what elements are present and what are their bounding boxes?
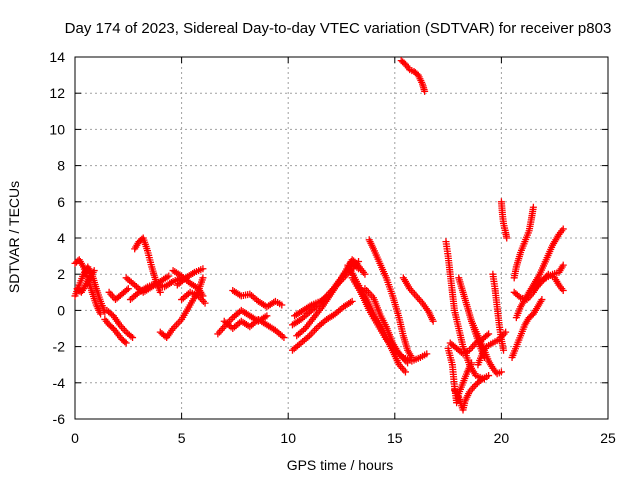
y-tick-labels: -6 -4 -2 0 2 4 6 8 10 12 14 xyxy=(49,49,65,427)
x-tick-label: 0 xyxy=(71,430,79,446)
data-point xyxy=(124,285,132,293)
y-axis-label: SDTVAR / TECUs xyxy=(6,181,22,293)
series-pass-36 xyxy=(508,296,546,361)
data-point xyxy=(529,203,537,211)
y-tick-label: 4 xyxy=(57,230,65,246)
data-point xyxy=(97,310,105,318)
data-point xyxy=(121,338,129,346)
data-point xyxy=(559,225,567,233)
x-tick-label: 15 xyxy=(387,430,403,446)
data-point xyxy=(538,296,546,304)
x-axis-label: GPS time / hours xyxy=(287,457,394,473)
series-pass-37 xyxy=(510,203,537,282)
y-tick-label: 10 xyxy=(49,121,65,137)
data-point xyxy=(515,292,523,300)
series-pass-23 xyxy=(361,285,412,367)
y-tick-label: 2 xyxy=(57,266,65,282)
y-tick-label: -6 xyxy=(53,411,66,427)
series-pass-34 xyxy=(489,270,508,354)
series-pass-40 xyxy=(532,270,567,294)
data-point xyxy=(199,274,207,282)
series-pass-33 xyxy=(474,328,510,369)
y-tick-label: 14 xyxy=(49,49,65,65)
data-point xyxy=(477,377,485,385)
series-pass-29 xyxy=(450,372,493,414)
data-point xyxy=(123,286,131,294)
series-pass-04 xyxy=(101,315,130,347)
series-pass-26 xyxy=(399,274,437,325)
data-point xyxy=(408,353,416,361)
series-pass-24 xyxy=(365,236,416,361)
data-point xyxy=(361,270,369,278)
data-point xyxy=(559,286,567,294)
data-point xyxy=(156,288,164,296)
series-pass-25 xyxy=(397,57,429,95)
series-pass-38 xyxy=(512,225,567,322)
y-tick-label: 6 xyxy=(57,194,65,210)
series-pass-06 xyxy=(105,285,132,304)
data-point xyxy=(485,372,493,380)
data-point xyxy=(201,299,209,307)
series-pass-20 xyxy=(293,256,369,340)
data-point xyxy=(468,359,476,367)
data-point xyxy=(90,267,98,275)
series-pass-05 xyxy=(103,306,137,342)
x-tick-labels: 0 5 10 15 20 25 xyxy=(71,430,616,446)
data-point xyxy=(122,339,130,347)
data-point xyxy=(165,272,173,280)
data-point xyxy=(127,332,135,340)
data-point xyxy=(500,346,508,354)
data-point xyxy=(401,368,409,376)
data-point xyxy=(423,350,431,358)
x-tick-label: 5 xyxy=(178,430,186,446)
y-tick-label: -4 xyxy=(53,375,66,391)
data-point xyxy=(129,334,137,342)
data-point xyxy=(263,312,271,320)
y-tick-label: 12 xyxy=(49,85,65,101)
series-pass-09 xyxy=(131,234,164,296)
series-pass-32 xyxy=(468,317,505,378)
x-tick-label: 10 xyxy=(280,430,296,446)
data-point xyxy=(497,368,505,376)
chart-title: Day 174 of 2023, Sidereal Day-to-day VTE… xyxy=(65,20,612,37)
data-point xyxy=(404,359,412,367)
series-pass-10 xyxy=(156,274,207,342)
data-point xyxy=(421,87,429,95)
data-points xyxy=(71,57,567,414)
data-point xyxy=(348,297,356,305)
x-tick-label: 25 xyxy=(600,430,616,446)
y-tick-label: -2 xyxy=(53,339,66,355)
data-point xyxy=(559,261,567,269)
axis-ticks xyxy=(74,56,609,420)
series-pass-35 xyxy=(497,198,511,242)
data-point xyxy=(280,334,288,342)
data-point xyxy=(483,331,491,339)
data-point xyxy=(485,330,493,338)
x-tick-label: 20 xyxy=(494,430,510,446)
series-pass-16 xyxy=(229,286,286,311)
series-pass-12 xyxy=(173,265,207,289)
data-point xyxy=(429,317,437,325)
data-point xyxy=(278,301,286,309)
y-tick-label: 0 xyxy=(57,302,65,318)
data-point xyxy=(199,265,207,273)
y-tick-label: 8 xyxy=(57,158,65,174)
data-point xyxy=(503,234,511,242)
series-pass-03 xyxy=(73,267,98,296)
series-pass-17 xyxy=(288,297,356,354)
series-pass-13 xyxy=(178,288,209,307)
series-pass-15 xyxy=(220,315,288,342)
